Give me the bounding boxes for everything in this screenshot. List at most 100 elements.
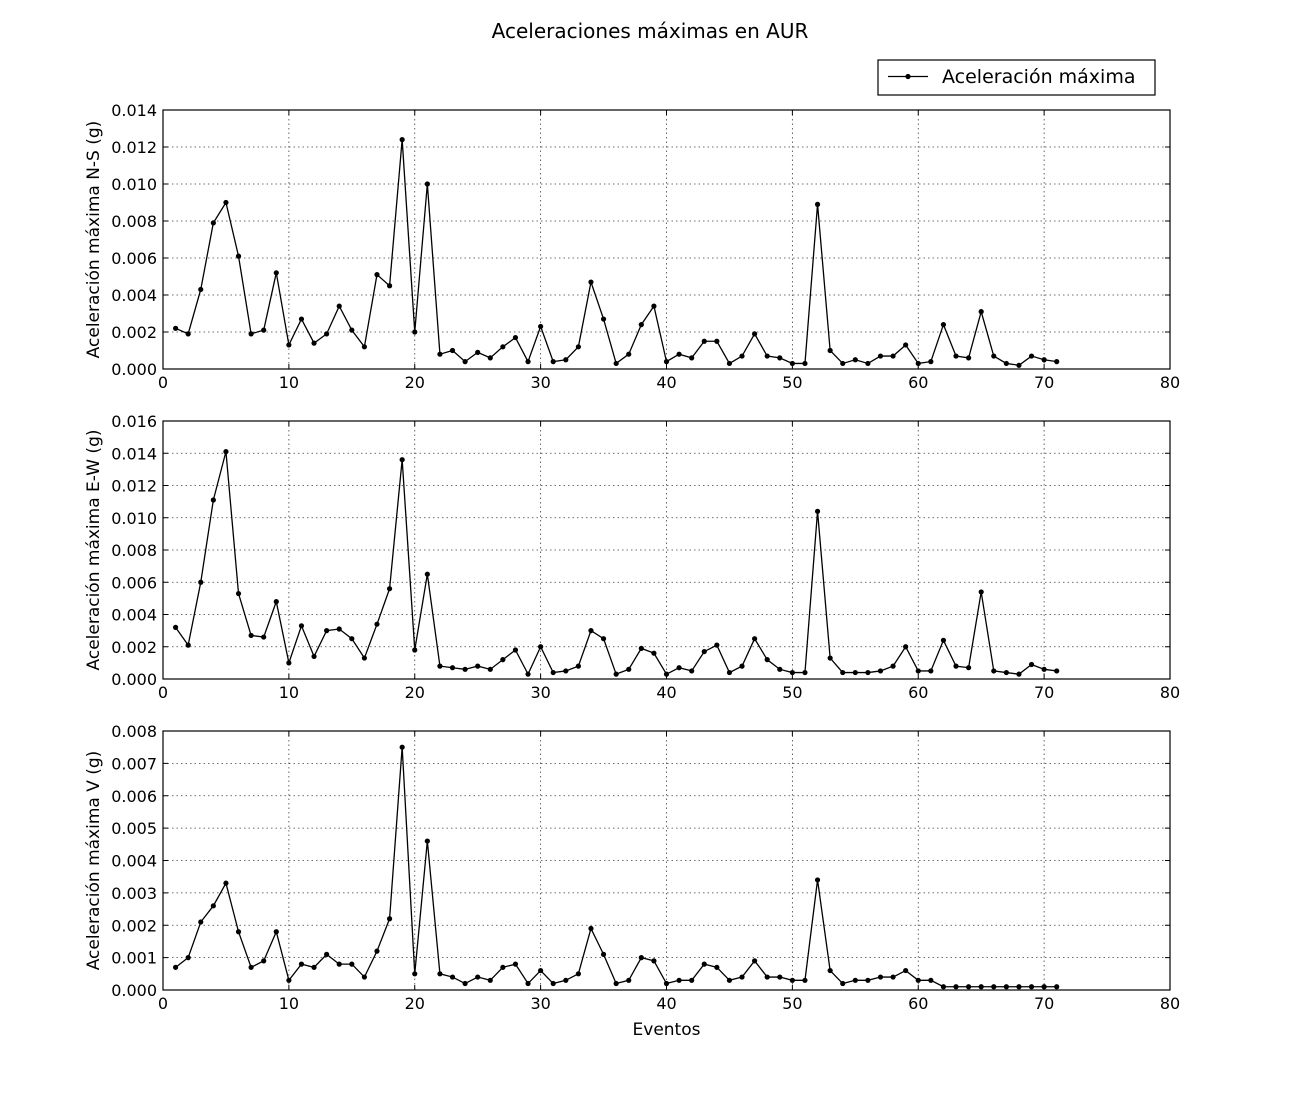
data-point	[890, 974, 896, 980]
data-point	[701, 961, 707, 967]
data-point	[764, 657, 770, 663]
data-point	[235, 929, 242, 935]
y-tick-label: 0.008	[111, 541, 157, 560]
data-point	[525, 671, 531, 677]
data-point	[550, 669, 556, 676]
data-point	[311, 653, 317, 660]
data-point	[903, 644, 909, 650]
data-point	[638, 955, 644, 961]
data-point	[248, 632, 254, 639]
data-point	[298, 961, 305, 967]
data-point	[739, 663, 745, 669]
y-tick-label: 0.000	[111, 981, 157, 1000]
data-point	[600, 636, 607, 642]
data-point	[827, 967, 833, 974]
data-point	[563, 357, 569, 363]
data-point	[626, 351, 632, 357]
data-point	[953, 353, 959, 359]
y-tick-label: 0.001	[111, 949, 157, 968]
data-point	[1003, 669, 1009, 676]
data-point	[966, 665, 972, 671]
data-point	[399, 744, 405, 750]
data-point	[412, 647, 418, 653]
data-point	[324, 628, 330, 634]
x-tick-label: 0	[158, 683, 168, 702]
legend-label: Aceleración máxima	[942, 66, 1135, 88]
data-point	[172, 964, 179, 970]
data-point	[575, 971, 581, 977]
data-point	[852, 977, 858, 983]
data-point	[840, 669, 846, 676]
data-point	[663, 671, 670, 677]
data-point	[1041, 984, 1047, 990]
data-point	[235, 253, 242, 259]
data-point	[903, 967, 909, 974]
y-tick-label: 0.004	[111, 286, 157, 305]
series-line-v	[175, 747, 1057, 988]
y-tick-label: 0.016	[111, 412, 157, 431]
data-point	[487, 977, 493, 983]
data-point	[714, 642, 720, 648]
data-point	[651, 958, 657, 964]
chart-title: Aceleraciones máximas en AUR	[492, 19, 809, 43]
data-point	[676, 665, 682, 671]
data-point	[1054, 359, 1060, 365]
x-tick-label: 20	[405, 994, 425, 1013]
y-tick-label: 0.010	[111, 509, 157, 528]
data-point	[273, 929, 279, 935]
data-point	[223, 449, 229, 455]
data-point	[475, 974, 481, 980]
x-tick-label: 0	[158, 373, 168, 392]
x-axis-label: Eventos	[633, 1020, 701, 1040]
data-point	[399, 457, 405, 463]
data-point	[676, 977, 682, 983]
data-point	[311, 340, 317, 346]
data-point	[978, 309, 984, 315]
data-point	[1003, 360, 1009, 367]
x-tick-label: 30	[530, 994, 550, 1013]
data-point	[752, 636, 758, 642]
x-tick-label: 80	[1160, 994, 1180, 1013]
legend: Aceleración máxima	[877, 59, 1156, 96]
data-point	[1003, 984, 1009, 990]
data-point	[978, 984, 984, 990]
data-point	[752, 331, 758, 337]
y-axis-label-ew: Aceleración máxima E-W (g)	[84, 430, 104, 671]
data-point	[512, 334, 519, 341]
data-point	[940, 322, 947, 328]
data-point	[1016, 671, 1022, 677]
data-point	[462, 359, 468, 365]
data-point	[877, 668, 884, 674]
series-line-ew	[175, 451, 1057, 676]
data-point	[827, 655, 833, 661]
data-point	[500, 657, 506, 663]
subplots: 0 10 20 30 40 50 60 70 80 0.000 0.002 0.004 0.006 0.0…	[84, 101, 1180, 1040]
y-tick-label: 0.002	[111, 916, 157, 935]
x-tick-label: 20	[405, 683, 425, 702]
data-point	[261, 634, 267, 640]
data-point	[210, 497, 216, 503]
data-point	[915, 977, 921, 983]
data-point	[424, 838, 430, 844]
data-point	[210, 903, 216, 909]
data-point	[1028, 661, 1035, 668]
data-point	[940, 984, 947, 990]
data-point	[575, 663, 581, 669]
data-point	[386, 916, 393, 922]
data-point	[890, 353, 896, 359]
data-point	[538, 323, 544, 330]
y-tick-label: 0.014	[111, 444, 157, 463]
data-point	[789, 977, 795, 983]
data-point	[424, 181, 430, 187]
data-point	[626, 666, 632, 672]
data-point	[852, 669, 858, 676]
data-point	[827, 347, 833, 354]
data-point	[814, 508, 821, 514]
data-point	[714, 338, 720, 344]
data-point	[538, 644, 544, 650]
x-tick-label: 70	[1034, 373, 1054, 392]
data-point	[689, 977, 695, 983]
data-point	[626, 977, 632, 983]
data-point	[1016, 984, 1022, 990]
data-point	[663, 359, 670, 365]
